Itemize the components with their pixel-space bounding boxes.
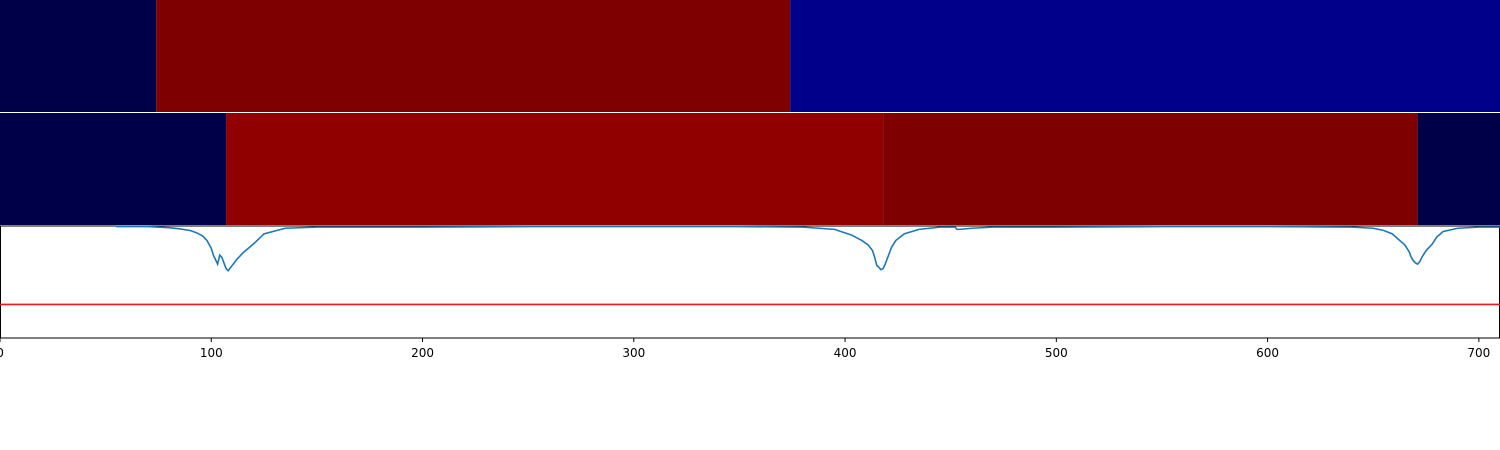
- segment-row-2-block-4: [1417, 113, 1500, 225]
- segment-row-2-block-1: [0, 113, 227, 225]
- segment-row-1: [0, 0, 1500, 112]
- x-tick-label-200: 200: [411, 346, 434, 360]
- segment-row-1-block-2: [156, 0, 791, 112]
- segment-row-2: [0, 113, 1500, 225]
- line-panel: [0, 225, 1500, 339]
- x-tick-label-300: 300: [622, 346, 645, 360]
- signal-series-line: [116, 225, 1500, 273]
- x-tick-label-500: 500: [1045, 346, 1068, 360]
- x-tick-label-400: 400: [834, 346, 857, 360]
- x-tick-label-0: 0: [0, 346, 4, 360]
- x-tick-label-100: 100: [200, 346, 223, 360]
- x-tick-label-600: 600: [1256, 346, 1279, 360]
- line-panel-frame: [0, 225, 1500, 339]
- x-tick-label-700: 700: [1467, 346, 1490, 360]
- segment-row-2-block-2: [226, 113, 884, 225]
- segment-row-2-block-3: [883, 113, 1418, 225]
- x-axis: 0 100 200 300 400 500 600 700: [0, 338, 1490, 360]
- segment-row-1-block-1: [0, 0, 157, 112]
- segment-row-1-block-3: [790, 0, 1500, 112]
